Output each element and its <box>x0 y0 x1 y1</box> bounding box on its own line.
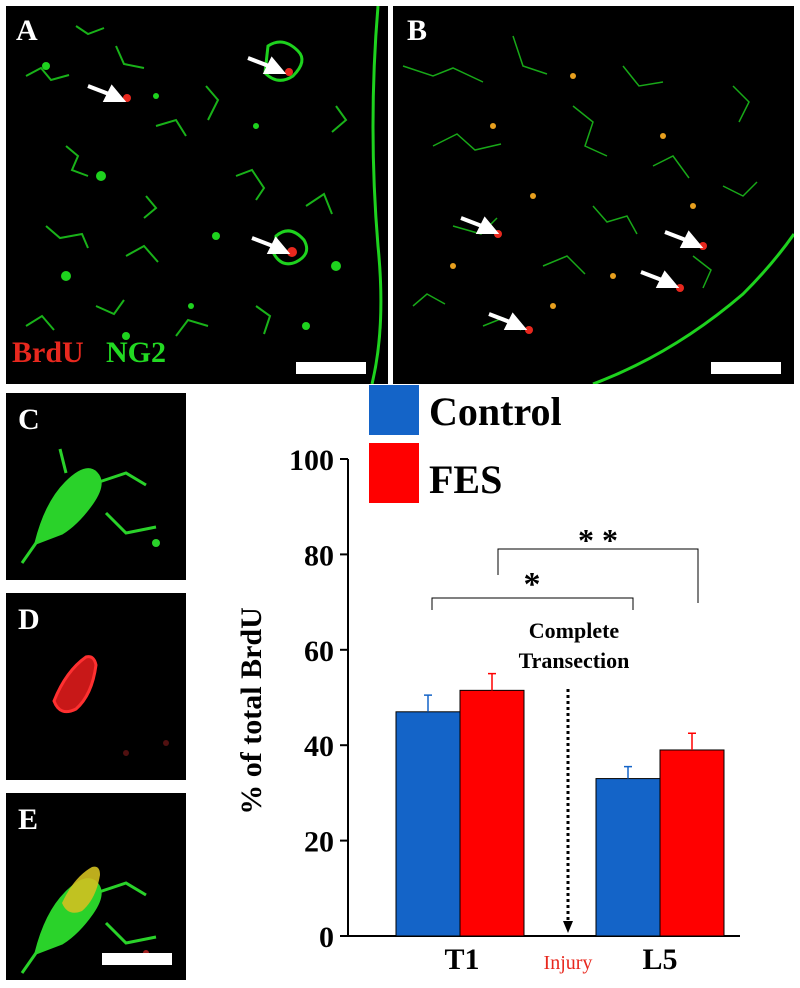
y-tick-label: 80 <box>304 539 334 572</box>
error-bar-control-t1 <box>424 694 432 712</box>
transection-label-line1: Complete <box>529 618 620 643</box>
scale-bar-b <box>711 362 781 374</box>
panel-label-a: A <box>16 14 38 47</box>
x-category-label: L5 <box>642 943 677 976</box>
stain-label-brdu: BrdU <box>12 336 84 369</box>
panel-label-e: E <box>18 803 39 836</box>
micrograph-panel-a: A BrdU NG2 <box>6 6 388 384</box>
injury-label: Injury <box>544 952 593 974</box>
y-tick-label: 40 <box>304 730 334 763</box>
significance-bracket-long <box>497 548 699 603</box>
y-tick-label: 100 <box>289 444 334 477</box>
error-bar-control-l5 <box>624 765 632 779</box>
arrow-markers-b <box>460 216 704 330</box>
panel-a-image <box>25 6 383 384</box>
micrograph-panel-e: E <box>6 793 186 980</box>
error-bar-fes-l5 <box>688 732 696 750</box>
transection-label-line2: Transection <box>519 648 630 673</box>
bar-control-t1 <box>395 711 461 937</box>
micrograph-panel-d: D <box>6 593 186 780</box>
scale-bar-a <box>296 362 366 374</box>
significance-marker-long: * * <box>578 522 618 558</box>
panel-b-image <box>402 35 794 384</box>
legend-label-fes: FES <box>429 457 502 502</box>
x-category-label: T1 <box>444 943 479 976</box>
injury-arrowhead <box>563 921 573 933</box>
significance-bracket-short <box>431 597 634 610</box>
significance-marker-short: * <box>524 566 541 603</box>
legend-swatch-control <box>369 385 419 435</box>
bar-control-l5 <box>595 778 661 937</box>
stain-label-ng2: NG2 <box>106 336 166 369</box>
panel-label-c: C <box>18 403 40 436</box>
panel-label-d: D <box>18 603 40 636</box>
bar-fes-l5 <box>659 749 725 937</box>
y-tick-label: 20 <box>304 826 334 859</box>
micrograph-panel-c: C <box>6 393 186 580</box>
bar-chart: Control FES % of total BrdU 0 20 40 60 80 100… <box>235 385 740 976</box>
panel-c-image <box>20 448 160 564</box>
panel-d-image <box>52 655 169 756</box>
legend-label-control: Control <box>429 389 562 434</box>
micrograph-panel-b: B <box>393 6 794 384</box>
y-axis-label: % of total BrdU <box>235 607 268 814</box>
bar-fes-t1 <box>459 689 525 937</box>
error-bar-fes-t1 <box>488 672 496 691</box>
arrow-markers-a <box>87 56 291 254</box>
y-tick-label: 0 <box>319 921 334 954</box>
y-tick-label: 60 <box>304 635 334 668</box>
scale-bar-e <box>102 953 172 965</box>
legend-swatch-fes <box>369 443 419 503</box>
panel-label-b: B <box>407 14 428 47</box>
